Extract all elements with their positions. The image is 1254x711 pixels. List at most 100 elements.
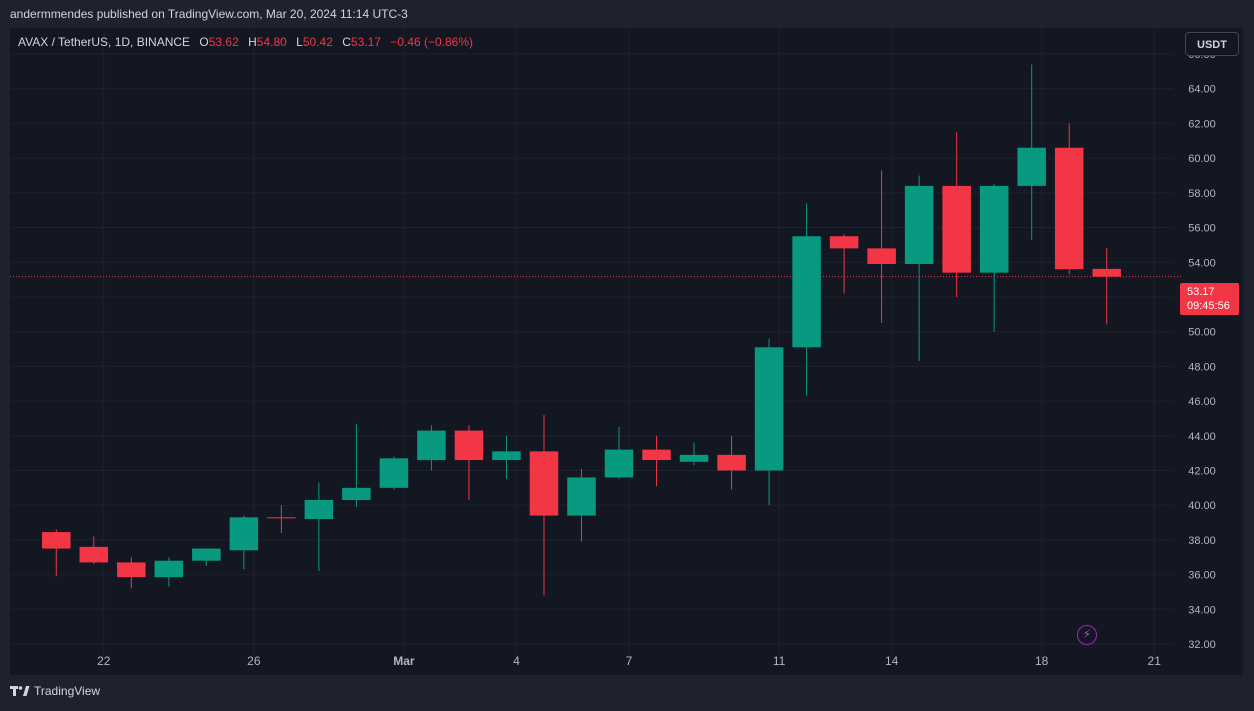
candle[interactable] [304, 482, 334, 572]
close-value: 53.17 [350, 35, 381, 49]
y-tick-label: 56.00 [1188, 223, 1216, 235]
y-tick-label: 34.00 [1188, 604, 1216, 616]
y-tick-label: 62.00 [1188, 118, 1216, 130]
candle-body [829, 236, 859, 249]
candle[interactable] [642, 435, 671, 487]
candle[interactable] [792, 203, 821, 396]
candle-body [904, 185, 934, 264]
candle-body [942, 185, 971, 273]
candle[interactable] [192, 548, 221, 566]
x-axis-labels: 22 26 Mar 4 7 11 14 18 21 [97, 654, 1161, 668]
candle[interactable] [829, 234, 859, 294]
candle[interactable] [1092, 248, 1121, 325]
y-axis-labels: 32.00 34.00 36.00 38.00 40.00 42.00 44.00 46.00… [1188, 49, 1216, 651]
grid-layer [10, 28, 1173, 658]
candle-body [642, 449, 671, 461]
chart-frame[interactable]: 32.00 34.00 36.00 38.00 40.00 42.00 44.00 46.00… [10, 28, 1243, 675]
candle-body [192, 548, 221, 561]
candle-body [717, 454, 746, 471]
candle[interactable] [154, 557, 184, 587]
candle[interactable] [492, 435, 521, 480]
candle-body [304, 499, 334, 520]
candle[interactable] [1054, 123, 1084, 275]
y-tick-label: 42.00 [1188, 465, 1216, 477]
low-value: 50.42 [302, 35, 333, 49]
candle[interactable] [567, 468, 596, 542]
candle-body [229, 517, 259, 551]
candle-body [1054, 147, 1084, 270]
tradingview-logo-icon [10, 686, 30, 696]
x-tick-label: 22 [97, 654, 111, 668]
publisher-line: andermmendes published on TradingView.co… [10, 7, 408, 21]
candle-body [792, 236, 821, 348]
candle-body [1017, 147, 1046, 186]
y-tick-label: 32.00 [1188, 639, 1216, 651]
candle[interactable] [717, 435, 746, 490]
x-tick-label: 11 [773, 654, 786, 668]
candle-body [1092, 268, 1121, 277]
low-label: L [296, 35, 303, 49]
candle[interactable] [267, 505, 296, 533]
candle[interactable] [42, 529, 71, 577]
y-tick-label: 38.00 [1188, 535, 1216, 547]
y-tick-label: 54.00 [1188, 257, 1216, 269]
x-tick-label: 26 [247, 654, 261, 668]
x-tick-label: Mar [393, 654, 415, 668]
candle[interactable] [942, 132, 971, 297]
y-tick-label: 64.00 [1188, 84, 1216, 96]
y-tick-label: 40.00 [1188, 500, 1216, 512]
candle[interactable] [604, 427, 634, 480]
candle-body [417, 430, 446, 461]
candle[interactable] [754, 338, 784, 506]
footer-brand[interactable]: TradingView [10, 684, 100, 698]
candle[interactable] [417, 425, 446, 471]
y-tick-label: 60.00 [1188, 153, 1216, 165]
candle[interactable] [679, 442, 709, 466]
current-price-value: 53.17 [1187, 286, 1215, 298]
candle[interactable] [979, 184, 1009, 332]
candle[interactable] [1017, 64, 1046, 240]
candle-body [979, 185, 1009, 273]
candle-body [117, 562, 146, 578]
candle-body [754, 347, 784, 471]
candle[interactable] [79, 536, 109, 565]
candlestick-chart[interactable]: 32.00 34.00 36.00 38.00 40.00 42.00 44.00 46.00… [10, 28, 1243, 675]
candle-body [454, 430, 484, 461]
candle-body [679, 454, 709, 462]
currency-button[interactable]: USDT [1185, 32, 1239, 56]
x-tick-label: 18 [1035, 654, 1049, 668]
x-tick-label: 14 [885, 654, 899, 668]
candle-body [379, 458, 409, 488]
y-tick-label: 46.00 [1188, 396, 1216, 408]
x-tick-label: 4 [513, 654, 520, 668]
lightning-bolt-icon[interactable]: ⚡ [1077, 625, 1097, 645]
candle[interactable] [529, 414, 559, 596]
candle[interactable] [229, 515, 259, 570]
symbol-legend: AVAX / TetherUS, 1D, BINANCE O53.62 H54.… [18, 35, 473, 49]
candle-body [154, 560, 184, 578]
candle-body [604, 449, 634, 478]
candle-body [42, 532, 71, 549]
candle[interactable] [342, 423, 371, 507]
candle[interactable] [117, 557, 146, 589]
symbol-name[interactable]: AVAX / TetherUS, 1D, BINANCE [18, 35, 191, 49]
candle[interactable] [454, 425, 484, 500]
candle-body [342, 487, 371, 500]
high-value: 54.80 [256, 35, 287, 49]
candle[interactable] [904, 175, 934, 362]
candle-body [867, 248, 896, 264]
change-value: −0.46 (−0.86%) [390, 35, 474, 49]
bar-countdown: 09:45:56 [1187, 300, 1230, 312]
candle-body [492, 451, 521, 461]
candle[interactable] [867, 170, 896, 323]
y-tick-label: 50.00 [1188, 327, 1216, 339]
high-label: H [248, 35, 257, 49]
candle-body [567, 477, 596, 516]
x-tick-label: 21 [1148, 654, 1162, 668]
candle[interactable] [379, 456, 409, 490]
y-tick-label: 48.00 [1188, 361, 1216, 373]
close-label: C [342, 35, 351, 49]
y-tick-label: 58.00 [1188, 188, 1216, 200]
candle-body [529, 451, 559, 516]
y-tick-label: 36.00 [1188, 570, 1216, 582]
